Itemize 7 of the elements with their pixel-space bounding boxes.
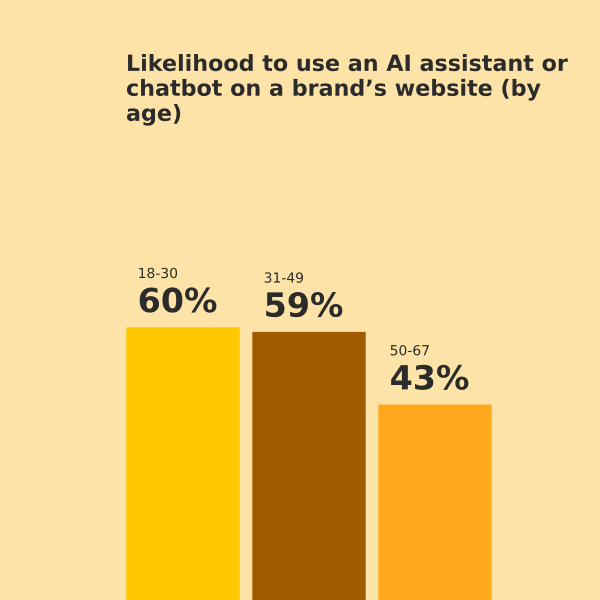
data-label: 60% — [140, 287, 216, 313]
text: 18-30 — [139, 268, 178, 278]
data-label: 59% — [266, 292, 342, 318]
data-label: 43% — [391, 364, 468, 390]
chart-title: Likelihood to use an AI assistant or chatbot on a brand’s website (by age) — [126, 54, 568, 126]
annotation: 50-67 — [390, 344, 429, 356]
text: 31-49 — [264, 272, 304, 283]
